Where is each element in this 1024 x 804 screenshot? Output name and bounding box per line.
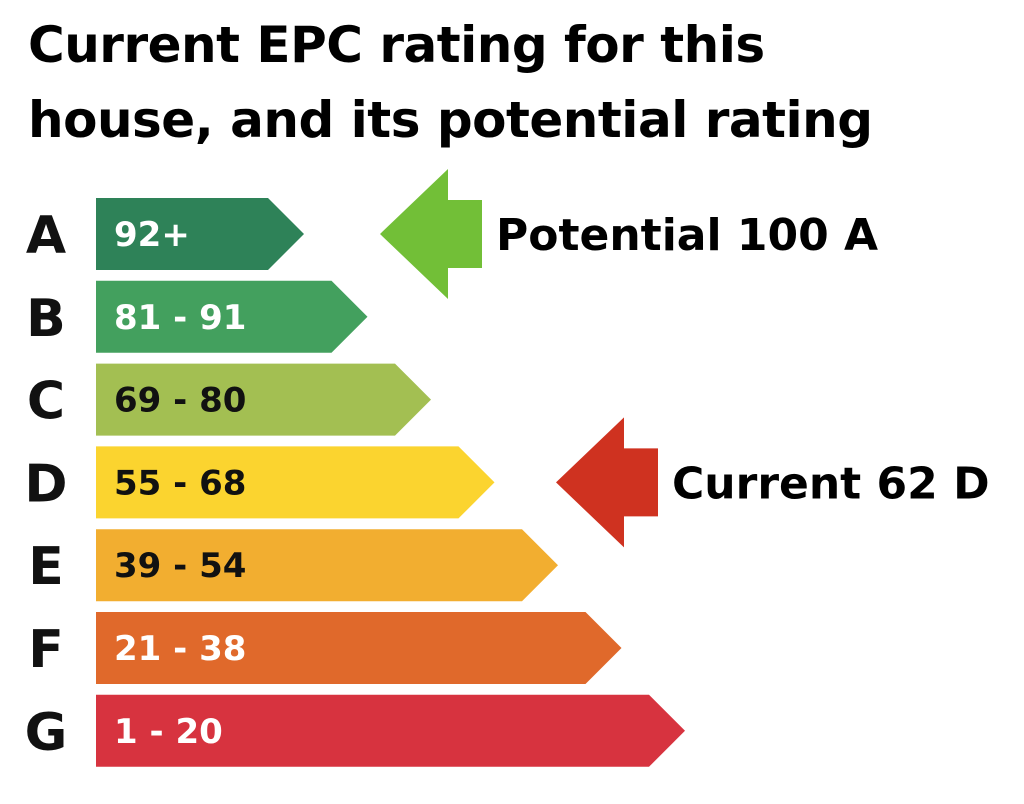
potential-rating-label: Potential 100 A (496, 210, 878, 261)
band-letter-g: G (25, 703, 68, 763)
band-bar-f (96, 612, 622, 684)
band-bar-e (96, 529, 558, 602)
band-letter-b: B (26, 289, 66, 349)
band-range-a: 92+ (114, 215, 190, 255)
current-rating-label: Current 62 D (672, 458, 990, 509)
band-letter-a: A (26, 206, 66, 266)
potential-rating-arrow (380, 169, 482, 299)
band-range-b: 81 - 91 (114, 298, 246, 338)
band-letter-c: C (27, 372, 65, 432)
band-bar-d (96, 446, 495, 519)
current-rating-arrow (556, 417, 658, 548)
band-letter-d: D (24, 454, 67, 514)
band-range-g: 1 - 20 (114, 712, 223, 752)
band-range-c: 69 - 80 (114, 381, 246, 421)
band-range-d: 55 - 68 (114, 463, 246, 503)
chart-title-line-1: Current EPC rating for this (28, 16, 765, 74)
band-bar-c (96, 363, 431, 436)
band-bar-g (96, 694, 685, 767)
band-range-f: 21 - 38 (114, 629, 246, 669)
chart-title: Current EPC rating for this house, and i… (28, 8, 1008, 158)
band-letter-f: F (28, 620, 64, 680)
band-bar-b (96, 280, 368, 353)
chart-title-line-2: house, and its potential rating (28, 91, 873, 149)
band-bar-a (96, 198, 304, 270)
band-letter-e: E (28, 537, 64, 597)
band-range-e: 39 - 54 (114, 546, 246, 586)
